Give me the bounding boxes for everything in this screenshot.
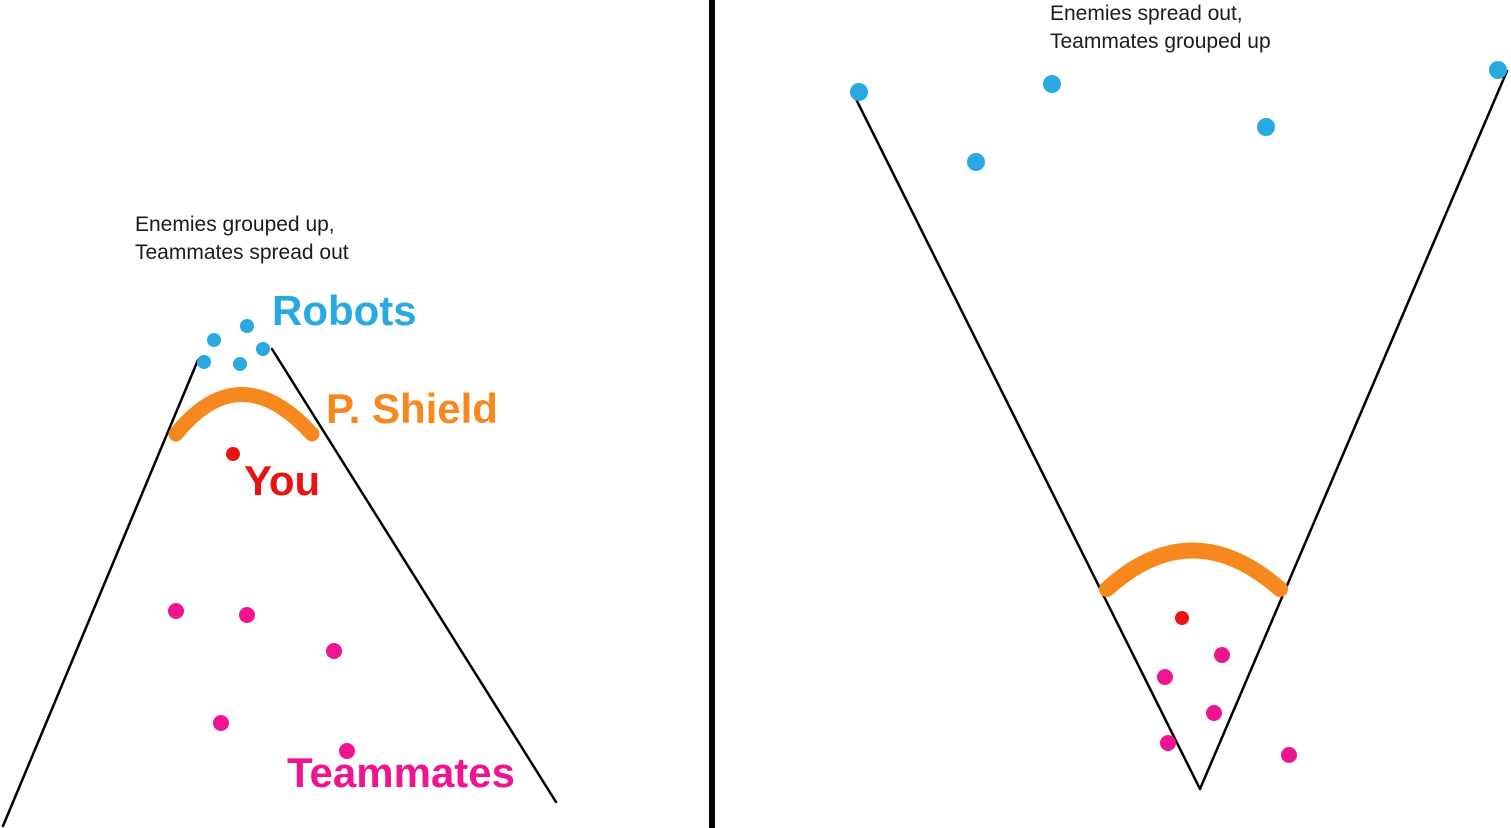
right-teammates-dot xyxy=(1157,669,1173,685)
robots-label: Robots xyxy=(272,287,417,334)
right-teammates-dot xyxy=(1214,647,1230,663)
right-panel-caption: Enemies spread out, Teammates grouped up xyxy=(1050,0,1271,56)
left-robots-dot xyxy=(197,355,211,369)
right-cone-line-1 xyxy=(850,89,1202,791)
left-teammates-dot xyxy=(168,603,184,619)
left-robots-dot xyxy=(240,319,254,333)
left-panel-caption: Enemies grouped up, Teammates spread out xyxy=(135,211,349,267)
p-shield-label: P. Shield xyxy=(326,385,498,432)
you-label: You xyxy=(244,457,321,504)
left-cone-line-2 xyxy=(270,347,558,804)
right-robots-dot xyxy=(850,83,868,101)
right-teammates-dot xyxy=(1206,705,1222,721)
panel-divider xyxy=(709,0,715,828)
left-teammates-dot xyxy=(326,643,342,659)
right-caption-line-2: Teammates grouped up xyxy=(1050,30,1271,53)
right-cone-line-2 xyxy=(1198,69,1509,791)
right-teammates-dot xyxy=(1281,747,1297,763)
right-you-dot xyxy=(1175,611,1189,625)
left-teammates-dot xyxy=(339,743,355,759)
left-caption-line-1: Enemies grouped up, xyxy=(135,213,335,236)
right-teammates-dot xyxy=(1160,735,1176,751)
right-robots-dot xyxy=(967,153,985,171)
left-you-dot xyxy=(226,447,240,461)
left-teammates-dot xyxy=(239,607,255,623)
left-robots-dot xyxy=(256,342,270,356)
left-robots-dot xyxy=(233,357,247,371)
teammates-label: Teammates xyxy=(287,749,516,796)
left-robots-dot xyxy=(207,333,221,347)
right-shield-arc xyxy=(1099,542,1288,597)
left-caption-line-2: Teammates spread out xyxy=(135,241,349,264)
right-robots-dot xyxy=(1489,61,1507,79)
right-robots-dot xyxy=(1257,118,1275,136)
right-robots-dot xyxy=(1043,75,1061,93)
left-teammates-dot xyxy=(213,715,229,731)
right-caption-line-1: Enemies spread out, xyxy=(1050,2,1243,25)
left-shield-arc xyxy=(168,387,320,442)
left-cone-line-1 xyxy=(1,358,200,828)
